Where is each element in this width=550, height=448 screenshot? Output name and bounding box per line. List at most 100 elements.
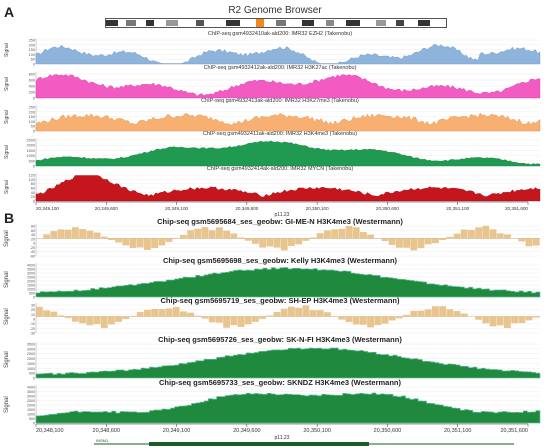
signal-bar [216,316,223,323]
signal-bar [288,238,295,246]
y-tick-label: 50 [31,125,35,129]
panel-a-track-title-3: ChIP-seq gsm4932413ak-ald200: IMR32 H3K2… [201,98,359,104]
y-tick-label: 500 [29,159,35,163]
signal-bar [367,316,375,328]
y-tick-label: 20 [31,237,35,241]
signal-bar [417,310,425,317]
y-tick-label: 2500 [27,276,35,280]
panel-a-track-title-1: ChIP-seq gsm4932410ak-ald200: IMR32 EZH2… [207,31,353,37]
signal-bar [295,238,303,245]
signal-outline [35,392,541,424]
signal-bar [216,227,223,239]
y-axis-label: Signal [4,395,10,413]
y-tick-label: 500 [29,372,35,376]
signal-bar [86,316,94,326]
signal-bar [475,227,483,239]
y-tick-label: -20 [30,327,35,331]
panel-b-track-title-3: Chip-seq gsm5695719_ses_geobw: SH-EP H3K… [160,296,400,305]
signal-bar [410,310,418,317]
y-tick-label: -10 [30,322,35,326]
y-tick-label: 100 [29,178,35,182]
signal-bar [338,316,346,320]
panel-b-track-title-1: Chip-seq gsm5695684_ses_geobw: GI-ME-N H… [157,217,403,226]
x-tick-label: 20,349,600 [233,428,261,434]
y-tick-label: 800 [29,73,35,77]
signal-bar [432,306,439,317]
panel-a-track-title-2: ChIP-seq gsm4932412ak-ald200: IMR32 H3K2… [203,65,357,71]
y-tick-label: 3000 [27,272,35,276]
y-tick-label: 400 [29,85,35,89]
signal-bar [302,305,310,317]
y-tick-label: 1500 [27,149,35,153]
chromosome-ideogram[interactable] [105,18,447,28]
y-tick-label: 3000 [27,395,35,399]
signal-bar [208,230,216,239]
signal-bar [460,313,468,317]
x-tick-label: 20,351,100 [446,206,469,211]
y-tick-label: 20 [31,195,35,199]
y-tick-label: 0 [33,318,35,322]
signal-area [35,392,541,424]
signal-bar [367,234,375,239]
x-tick-label: 20,349,800 [235,206,258,211]
y-tick-label: 0 [33,242,35,246]
signal-bar [244,316,252,325]
signal-bar [316,233,324,239]
y-tick-label: 40 [31,233,35,237]
y-axis-label: Signal [4,230,10,248]
signal-bar [309,237,317,239]
signal-bar [165,238,173,242]
signal-bar [273,238,281,248]
x-tick-label: 20,350,600 [376,206,399,211]
signal-bar [403,238,411,248]
signal-bar [381,316,389,324]
y-tick-label: 3500 [27,390,35,394]
y-tick-label: 0 [33,165,35,169]
signal-bar [194,315,202,317]
signal-bar [79,316,87,324]
signal-bar [525,238,533,247]
gene-exon[interactable] [149,442,369,446]
signal-bar [230,233,238,239]
x-tick-label: 20,351,100 [444,428,472,434]
signal-bar [288,306,295,317]
signal-bar [223,316,231,328]
signal-bar [504,234,511,239]
signal-bar [230,316,238,326]
y-tick-label: 60 [31,187,35,191]
signal-bar [136,238,144,248]
signal-bar [316,310,324,317]
panel-a-track-plot-2[interactable]: 800 600 400 200 0 [14,72,541,101]
signal-bar [280,238,288,251]
panel-b-track-title-4: Chip-seq gsm5695726_ses_geobw: SK-N-FI H… [158,335,402,344]
y-tick-label: 250 [29,106,35,110]
signal-bar [525,316,533,321]
signal-area [35,74,541,99]
signal-bar [489,316,497,327]
y-tick-label: 0 [33,296,35,300]
y-tick-label: 0 [33,130,35,134]
y-tick-label: 4000 [27,386,35,390]
x-tick-label: 20,348,600 [93,428,121,434]
signal-bar [266,238,274,247]
x-tick-label: 20,349,100 [36,206,59,211]
y-tick-label: 200 [29,91,35,95]
signal-bar [115,238,123,243]
signal-bar [482,316,490,324]
y-tick-label: 60 [31,229,35,233]
signal-bar [93,316,101,325]
signal-area [35,347,541,379]
signal-bar [158,309,166,317]
panel-b-track-title-5: Chip-seq gsm5695733_ses_geobw: SKNDZ H3K… [158,378,402,387]
signal-bar [352,316,360,325]
y-axis-label: Signal [4,308,10,325]
